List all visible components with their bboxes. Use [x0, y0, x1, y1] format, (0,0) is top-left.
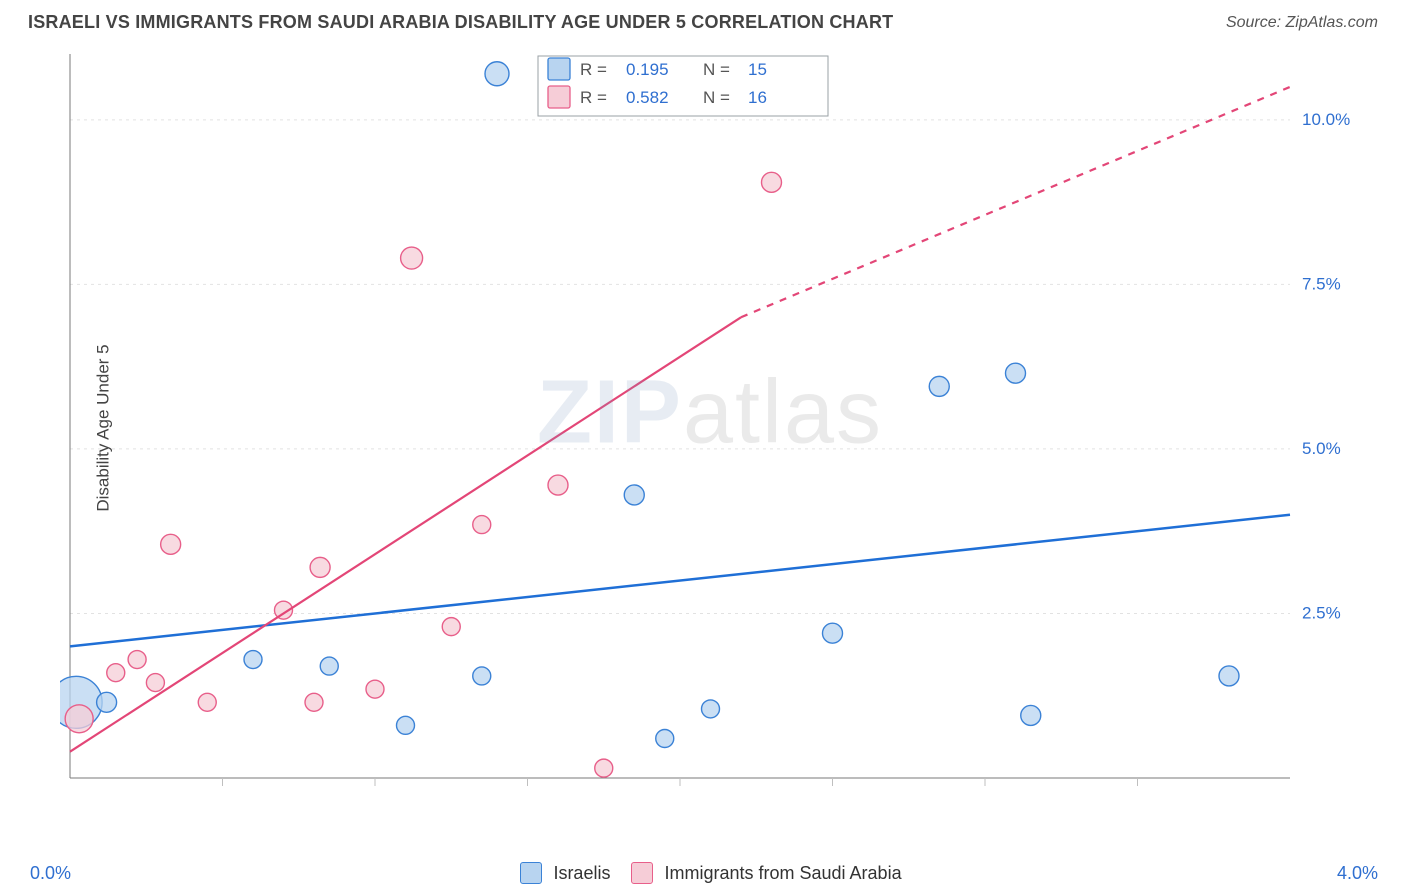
svg-text:R =: R = — [580, 60, 607, 79]
footer-legend: Israelis Immigrants from Saudi Arabia — [0, 862, 1406, 884]
legend-swatch-immigrants — [631, 862, 653, 884]
svg-text:2.5%: 2.5% — [1302, 603, 1341, 622]
source-credit: Source: ZipAtlas.com — [1226, 14, 1378, 32]
svg-text:N =: N = — [703, 88, 730, 107]
x-axis-max-label: 4.0% — [1337, 863, 1378, 884]
svg-text:R =: R = — [580, 88, 607, 107]
chart-svg: 2.5% 5.0% 7.5% 10.0% R = 0.195 N = 15 R = 0.582 N … — [60, 48, 1360, 808]
svg-text:10.0%: 10.0% — [1302, 110, 1350, 129]
legend-label-immigrants: Immigrants from Saudi Arabia — [664, 863, 901, 883]
svg-text:7.5%: 7.5% — [1302, 274, 1341, 293]
legend-swatch-israelis — [520, 862, 542, 884]
svg-text:15: 15 — [748, 60, 767, 79]
page-title: ISRAELI VS IMMIGRANTS FROM SAUDI ARABIA … — [28, 12, 893, 33]
svg-text:16: 16 — [748, 88, 767, 107]
svg-text:N =: N = — [703, 60, 730, 79]
correlation-chart: Disability Age Under 5 ZIPatlas 2.5%5.0%… — [60, 48, 1360, 808]
svg-text:5.0%: 5.0% — [1302, 439, 1341, 458]
legend-label-israelis: Israelis — [553, 863, 610, 883]
svg-text:0.195: 0.195 — [626, 60, 669, 79]
y-axis-label: Disability Age Under 5 — [94, 344, 114, 511]
x-axis-min-label: 0.0% — [30, 863, 71, 884]
svg-text:0.582: 0.582 — [626, 88, 669, 107]
